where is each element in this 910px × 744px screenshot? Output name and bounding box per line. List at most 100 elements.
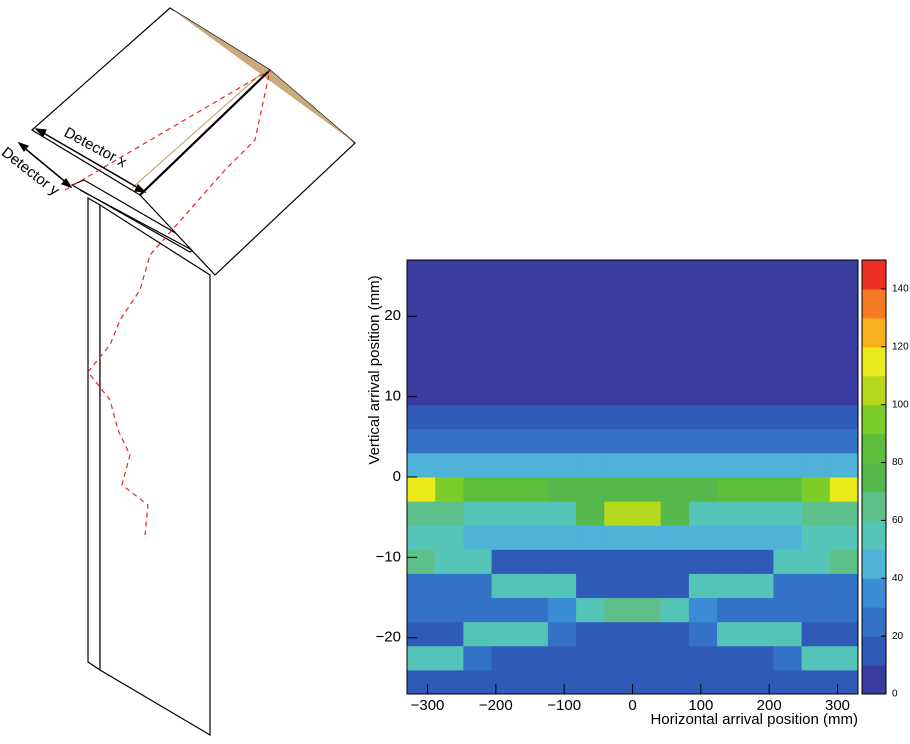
heatmap-cell <box>547 380 577 406</box>
heatmap-cell <box>604 573 633 599</box>
heatmap-cell <box>660 621 690 647</box>
heatmap-cell <box>576 645 605 671</box>
heatmap-cell <box>435 260 464 285</box>
heatmap-cell <box>688 284 718 309</box>
heatmap-cell <box>407 597 436 623</box>
x-tick-label: 200 <box>757 697 782 714</box>
heatmap-cell <box>407 621 436 647</box>
heatmap-cell <box>604 308 633 333</box>
heatmap-cell <box>435 645 464 671</box>
heatmap-cell <box>660 404 690 430</box>
heatmap-cell <box>745 428 774 454</box>
heatmap-cell <box>547 525 577 550</box>
heatmap-cell <box>688 404 718 430</box>
heatmap-cell <box>519 645 549 671</box>
heatmap-cell <box>773 573 803 599</box>
colorbar-tick-label: 120 <box>892 341 909 352</box>
arrow-x <box>39 130 141 190</box>
heatmap-cell <box>717 573 746 599</box>
colorbar-segment <box>862 491 886 521</box>
heatmap-cell <box>463 573 493 599</box>
heatmap-cell <box>688 380 718 406</box>
heatmap-cell <box>604 404 633 430</box>
heatmap-cell <box>688 549 718 574</box>
heatmap-cell <box>745 356 774 382</box>
heatmap-cell <box>829 669 859 695</box>
heatmap-cell <box>745 549 774 574</box>
heatmap-cell <box>632 428 662 454</box>
heatmap-cell <box>829 452 859 478</box>
detector-diagram <box>17 7 356 737</box>
heatmap-cell <box>491 477 521 502</box>
heatmap-cell <box>576 477 605 502</box>
heatmap-cell <box>463 525 493 550</box>
heatmap-cell <box>660 356 690 382</box>
heatmap-cell <box>491 549 521 574</box>
heatmap-cell <box>463 597 493 623</box>
heatmap-cell <box>829 308 859 333</box>
heatmap-cell <box>463 477 493 502</box>
heatmap-cell <box>632 645 662 671</box>
heatmap-cell <box>519 380 549 406</box>
prism-ridge <box>139 69 271 196</box>
heatmap-cell <box>773 404 803 430</box>
heatmap-cell <box>519 356 549 382</box>
heatmap-cell <box>773 645 803 671</box>
x-tick-label: −100 <box>547 697 581 714</box>
colorbar-segment <box>862 520 886 550</box>
heatmap-cell <box>688 356 718 382</box>
heatmap-cell <box>547 549 577 574</box>
heatmap-cell <box>688 260 718 285</box>
heatmap-cell <box>801 597 831 623</box>
heatmap-cell <box>604 332 633 357</box>
heatmap-cell <box>632 284 662 309</box>
heatmap-cell <box>435 380 464 406</box>
colorbar-frame <box>861 259 887 695</box>
heatmap-cell <box>463 501 493 526</box>
heatmap-cell <box>660 452 690 478</box>
heatmap-cell <box>547 597 577 623</box>
lightguide-side <box>87 196 101 672</box>
colorbar-segment <box>862 260 886 290</box>
heatmap-cell <box>660 501 690 526</box>
heatmap-cell <box>829 621 859 647</box>
heatmap-cell <box>491 260 521 285</box>
heatmap-cell <box>717 477 746 502</box>
heatmap-cell <box>407 645 436 671</box>
heatmap-cell <box>547 573 577 599</box>
heatmap-cell <box>491 597 521 623</box>
x-tick-label: 0 <box>628 697 636 714</box>
heatmap-cell <box>463 645 493 671</box>
heatmap-cell <box>632 477 662 502</box>
arrowhead <box>134 183 147 193</box>
colorbar-tick-label: 140 <box>892 284 909 295</box>
heatmap-cell <box>604 501 633 526</box>
heatmap-cell <box>519 669 549 695</box>
heatmap-cell <box>547 356 577 382</box>
heatmap-cell <box>407 477 436 502</box>
heatmap-cell <box>632 597 662 623</box>
heatmap-cell <box>407 549 436 574</box>
heatmap-cell <box>576 428 605 454</box>
heatmap-cell <box>463 452 493 478</box>
heatmap-cell <box>576 669 605 695</box>
heatmap-cell <box>801 308 831 333</box>
heatmap-cell <box>435 308 464 333</box>
heatmap-cell <box>407 380 436 406</box>
colorbar-tick-label: 80 <box>892 457 904 468</box>
heatmap-cell <box>491 525 521 550</box>
heatmap-cell <box>547 477 577 502</box>
heatmap-cell <box>801 477 831 502</box>
heatmap-cell <box>576 356 605 382</box>
heatmap-cell <box>773 284 803 309</box>
heatmap-cell <box>435 356 464 382</box>
heatmap-cell <box>829 645 859 671</box>
heatmap-cell <box>745 597 774 623</box>
heatmap-cell <box>519 573 549 599</box>
heatmap-cell <box>519 308 549 333</box>
heatmap-cell <box>801 380 831 406</box>
heatmap-cell <box>463 332 493 357</box>
heatmap-cell <box>660 308 690 333</box>
heatmap-cell <box>717 308 746 333</box>
heatmap-cell <box>660 645 690 671</box>
